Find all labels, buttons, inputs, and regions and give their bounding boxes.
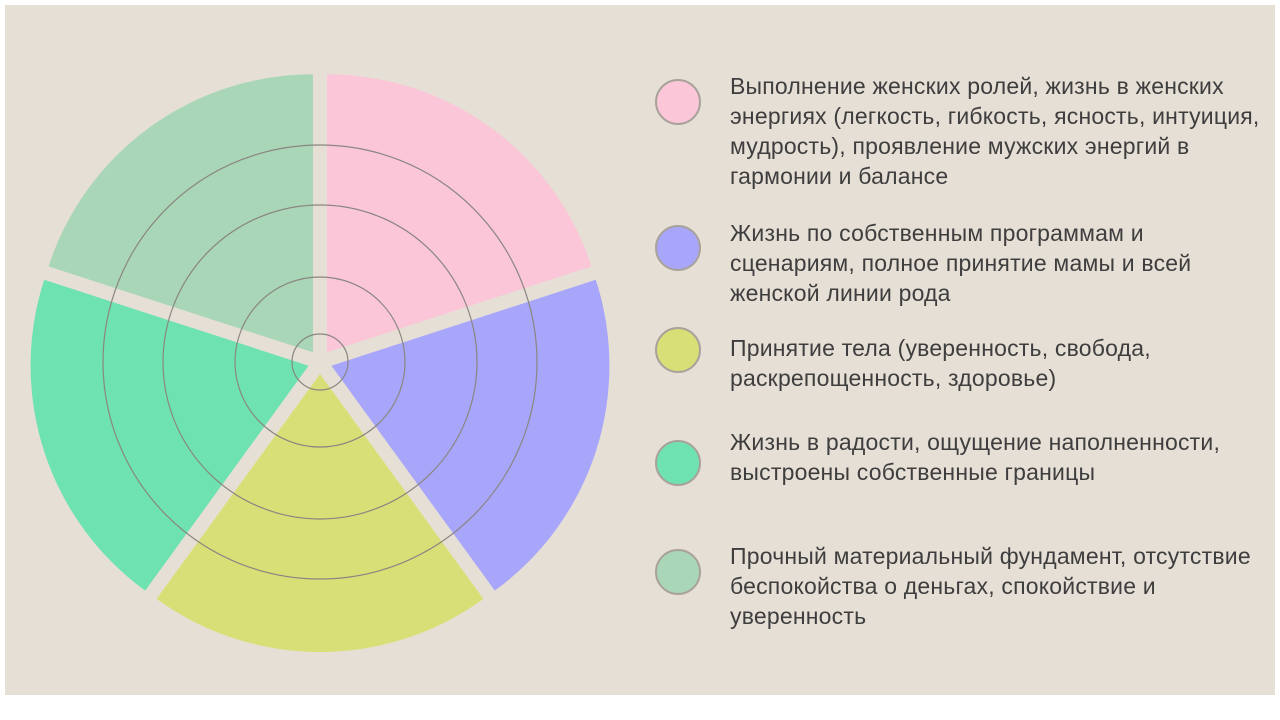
segment-yellow — [156, 374, 484, 653]
legend-label: Прочный материальный фундамент, отсутств… — [730, 543, 1251, 629]
slide: Выполнение женских ролей, жизнь в женски… — [5, 5, 1275, 695]
segment-sage — [48, 74, 313, 353]
legend-label: Принятие тела (уверенность, свобода, рас… — [730, 335, 1151, 391]
yellow-dot-icon — [655, 327, 701, 373]
wheel-ring — [234, 276, 406, 448]
sage-dot-icon — [655, 549, 701, 595]
legend: Выполнение женских ролей, жизнь в женски… — [655, 5, 1275, 695]
pink-dot-icon — [655, 79, 701, 125]
segment-pink — [327, 74, 592, 353]
segment-blue — [331, 279, 610, 591]
segment-green — [30, 279, 309, 591]
wheel-rings — [102, 144, 538, 580]
legend-label: Выполнение женских ролей, жизнь в женски… — [730, 73, 1260, 189]
legend-label: Жизнь в радости, ощущение наполненности,… — [730, 429, 1221, 485]
wheel-ring — [162, 204, 478, 520]
balance-wheel — [30, 74, 610, 653]
blue-dot-icon — [655, 225, 701, 271]
wheel-ring — [291, 333, 349, 391]
wheel-ring — [102, 144, 538, 580]
green-dot-icon — [655, 440, 701, 486]
wheel-segments — [30, 74, 610, 653]
legend-label: Жизнь по собственным программам и сценар… — [730, 220, 1192, 306]
